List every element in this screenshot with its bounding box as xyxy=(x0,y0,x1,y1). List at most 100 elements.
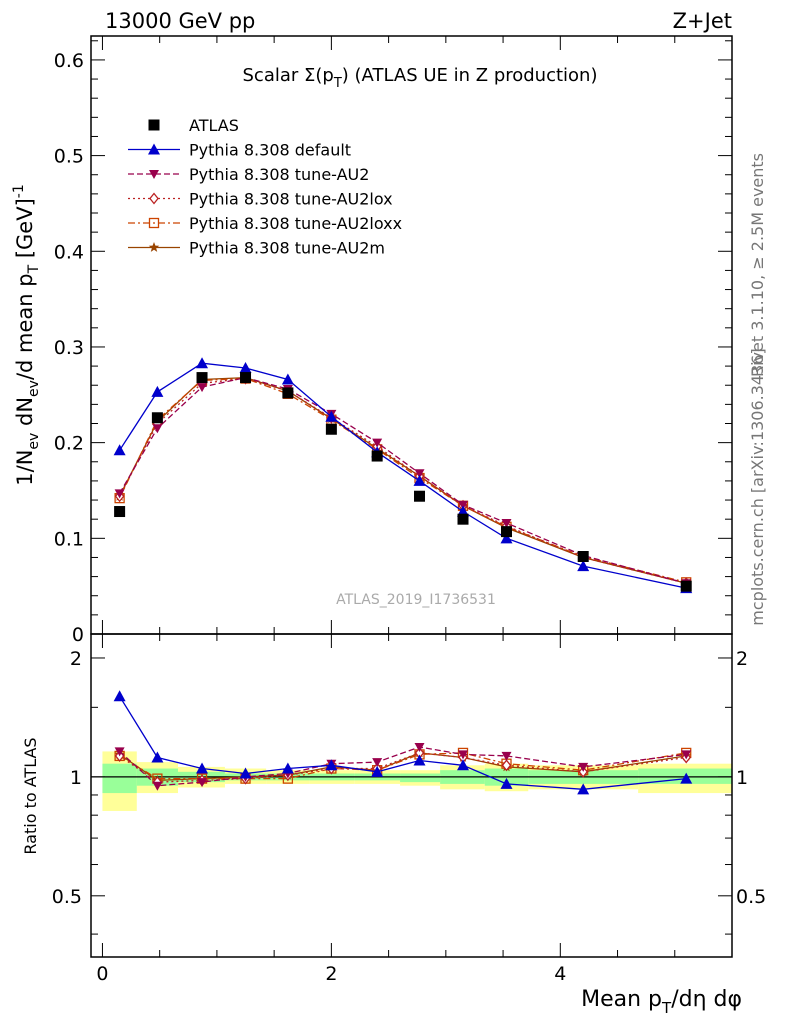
main-point-pythia-8-308-default xyxy=(325,410,338,422)
main-point-atlas xyxy=(282,387,294,399)
ratio-y-tick-label-right: 2 xyxy=(736,648,748,670)
main-plot-title: Scalar Σ(pT) (ATLAS UE in Z production) xyxy=(243,65,598,91)
main-y-tick-label: 0.4 xyxy=(54,241,84,263)
main-point-atlas xyxy=(325,423,337,435)
main-point-atlas xyxy=(196,372,208,384)
ratio-line-pythia-8-308-tune-au2loxx xyxy=(119,752,687,780)
ratio-point-pythia-8-308-default xyxy=(577,783,590,795)
main-point-atlas xyxy=(577,550,589,562)
main-point-atlas xyxy=(151,412,163,424)
ratio-line-pythia-8-308-default xyxy=(119,695,687,790)
main-line-pythia-8-308-tune-au2 xyxy=(119,376,687,584)
analysis-watermark: ATLAS_2019_I1736531 xyxy=(336,592,496,608)
rivet-version-label: Rivet 3.1.10, ≥ 2.5M events xyxy=(748,153,767,377)
main-y-tick-label: 0.3 xyxy=(54,337,84,359)
legend: ATLAS Pythia 8.308 default Pythia 8.308 tu… xyxy=(128,116,402,258)
main-line-pythia-8-308-tune-au2loxx xyxy=(119,377,687,583)
main-point-pythia-8-308-default xyxy=(281,373,294,385)
ratio-point-pythia-8-308-default xyxy=(325,759,338,771)
legend-marker-pythia-8-308-tune-au2loxx xyxy=(148,217,160,229)
main-y-tick-label: 0.5 xyxy=(54,146,84,168)
legend-label-pythia-8-308-tune-au2loxx: Pythia 8.308 tune-AU2loxx xyxy=(189,214,402,233)
main-y-tick-label: 0 xyxy=(72,624,84,646)
main-point-atlas xyxy=(371,450,383,462)
ratio-point-pythia-8-308-default xyxy=(457,759,470,771)
ratio-point-pythia-8-308-tune-au2 xyxy=(197,778,208,788)
main-y-tick-label: 0.1 xyxy=(54,528,84,550)
ratio-y-tick-label: 1 xyxy=(70,767,82,789)
ratio-point-pythia-8-308-tune-au2 xyxy=(414,743,425,753)
main-point-atlas xyxy=(114,506,126,518)
legend-marker-pythia-8-308-tune-au2lox xyxy=(149,192,159,205)
main-line-pythia-8-308-tune-au2lox xyxy=(119,377,687,584)
main-point-pythia-8-308-tune-au2 xyxy=(114,489,125,499)
ratio-point-pythia-8-308-default xyxy=(281,762,294,774)
main-point-pythia-8-308-tune-au2 xyxy=(458,500,469,510)
ratio-plot-frame xyxy=(90,633,733,958)
ratio-point-pythia-8-308-default xyxy=(680,772,693,784)
series-layer xyxy=(113,357,693,795)
main-point-pythia-8-308-default xyxy=(239,362,252,374)
header-energy-label: 13000 GeV pp xyxy=(105,9,255,33)
ratio-band-inner xyxy=(102,763,137,794)
ratio-point-pythia-8-308-default xyxy=(113,690,126,702)
main-point-atlas xyxy=(501,526,513,538)
ratio-y-tick-label: 0.5 xyxy=(52,886,82,908)
main-point-pythia-8-308-default xyxy=(500,532,513,544)
ratio-point-pythia-8-308-tune-au2 xyxy=(114,747,125,757)
ratio-uncertainty-bands xyxy=(91,751,732,811)
x-axis-label: Mean pT/dη dφ xyxy=(581,987,742,1017)
legend-marker-atlas xyxy=(148,119,160,131)
main-point-pythia-8-308-tune-au2 xyxy=(414,469,425,479)
main-point-pythia-8-308-default xyxy=(577,560,590,572)
ratio-line-pythia-8-308-tune-au2 xyxy=(119,746,687,787)
main-y-axis-label: 1/Nev dNev/d mean pT [GeV]-1 xyxy=(11,184,42,485)
ratio-point-pythia-8-308-default xyxy=(413,754,426,766)
main-point-pythia-8-308-tune-au2 xyxy=(152,424,163,434)
main-point-pythia-8-308-default xyxy=(196,357,209,369)
main-point-atlas xyxy=(240,372,252,384)
ratio-point-pythia-8-308-default xyxy=(500,777,513,789)
main-point-pythia-8-308-default xyxy=(151,385,164,397)
legend-label-atlas: ATLAS xyxy=(189,116,239,135)
ratio-y-tick-label-right: 0.5 xyxy=(736,886,766,908)
ratio-point-pythia-8-308-default xyxy=(239,767,252,779)
ratio-point-pythia-8-308-tune-au2 xyxy=(681,750,692,760)
main-point-pythia-8-308-tune-au2 xyxy=(197,383,208,393)
ratio-point-pythia-8-308-tune-au2 xyxy=(458,750,469,760)
ratio-point-pythia-8-308-tune-au2 xyxy=(372,758,383,768)
mcplots-credit-label: mcplots.cern.ch [arXiv:1306.3436] xyxy=(748,348,767,625)
legend-label-pythia-8-308-tune-au2m: Pythia 8.308 tune-AU2m xyxy=(189,239,385,258)
main-point-atlas xyxy=(680,580,692,592)
main-point-pythia-8-308-default xyxy=(113,444,126,456)
ratio-point-pythia-8-308-default xyxy=(151,751,164,763)
ratio-y-axis-label: Ratio to ATLAS xyxy=(21,737,40,854)
main-point-pythia-8-308-tune-au2 xyxy=(372,438,383,448)
axes-layer: 00.10.20.30.40.50.60.5 0.51 12 20 2 4 xyxy=(52,36,766,985)
main-y-tick-label: 0.6 xyxy=(54,50,84,72)
main-line-pythia-8-308-default xyxy=(119,362,687,589)
legend-label-pythia-8-308-default: Pythia 8.308 default xyxy=(189,141,351,160)
header-process-label: Z+Jet xyxy=(673,9,732,33)
main-point-atlas xyxy=(457,513,469,525)
main-point-pythia-8-308-default xyxy=(413,474,426,486)
legend-label-pythia-8-308-tune-au2lox: Pythia 8.308 tune-AU2lox xyxy=(189,190,393,209)
ratio-point-pythia-8-308-tune-au2 xyxy=(501,751,512,761)
ratio-point-pythia-8-308-default xyxy=(371,765,384,777)
ratio-point-pythia-8-308-tune-au2 xyxy=(578,762,589,772)
x-tick-label: 2 xyxy=(325,963,337,985)
x-tick-label: 4 xyxy=(554,963,566,985)
main-line-pythia-8-308-tune-au2m xyxy=(119,376,687,584)
main-point-pythia-8-308-tune-au2 xyxy=(501,519,512,529)
legend-marker-pythia-8-308-tune-au2m xyxy=(148,242,160,252)
x-tick-label: 0 xyxy=(96,963,108,985)
legend-label-pythia-8-308-tune-au2: Pythia 8.308 tune-AU2 xyxy=(189,165,369,184)
ratio-y-tick-label: 2 xyxy=(70,648,82,670)
ratio-point-pythia-8-308-tune-au2lox xyxy=(501,759,512,772)
ratio-point-pythia-8-308-tune-au2 xyxy=(152,781,163,791)
main-point-atlas xyxy=(414,490,426,502)
main-plot-frame xyxy=(90,35,733,635)
legend-marker-pythia-8-308-default xyxy=(148,143,160,155)
ratio-band-inner xyxy=(400,773,441,783)
